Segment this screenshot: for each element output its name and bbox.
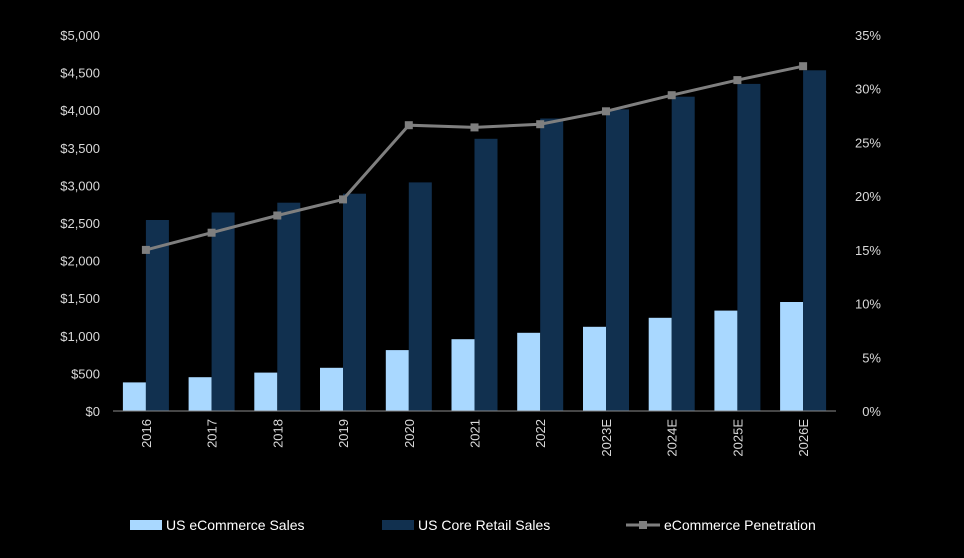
left-axis-ticks: $0 $500 $1,000 $1,500 $2,000 $2,500 $3,000 $3,5… xyxy=(60,28,100,419)
bar-us-ecommerce-sales-2022 xyxy=(517,332,541,411)
bar-us-core-retail-sales-2022 xyxy=(540,118,564,411)
marker-ecommerce-penetration-2016 xyxy=(141,245,150,254)
legend-item-core-retail-sales: US Core Retail Sales xyxy=(382,517,550,533)
left-tick-label: $2,500 xyxy=(60,216,100,231)
legend-label-ecommerce-sales: US eCommerce Sales xyxy=(166,517,305,533)
right-tick-label: 5% xyxy=(862,350,881,365)
legend-label-ecommerce-penetration: eCommerce Penetration xyxy=(664,517,816,533)
x-tick-label: 2026E xyxy=(796,419,811,457)
marker-ecommerce-penetration-2025e xyxy=(733,76,742,85)
marker-ecommerce-penetration-2023e xyxy=(602,107,610,116)
bar-us-core-retail-sales-2025e xyxy=(737,83,761,412)
marker-ecommerce-penetration-2017 xyxy=(207,228,216,237)
bar-us-ecommerce-sales-2019 xyxy=(320,367,343,411)
left-tick-label: $3,000 xyxy=(60,178,100,193)
legend-item-ecommerce-penetration: eCommerce Penetration xyxy=(626,517,816,533)
bar-us-ecommerce-sales-2017 xyxy=(188,377,212,411)
legend-label-core-retail-sales: US Core Retail Sales xyxy=(418,517,550,533)
bar-us-core-retail-sales-2024e xyxy=(671,96,695,411)
x-tick-label: 2024E xyxy=(665,419,680,457)
marker-ecommerce-penetration-2026e xyxy=(799,62,808,71)
bar-us-core-retail-sales-2021 xyxy=(474,138,498,412)
bar-us-ecommerce-sales-2023e xyxy=(583,326,606,411)
bar-us-ecommerce-sales-2018 xyxy=(254,372,278,411)
x-tick-label: 2019 xyxy=(336,419,351,448)
right-tick-label: 30% xyxy=(855,82,881,97)
right-tick-label: 15% xyxy=(855,243,881,258)
marker-ecommerce-penetration-2024e xyxy=(667,91,676,100)
bar-us-core-retail-sales-2026e xyxy=(803,70,827,412)
right-tick-label: 25% xyxy=(855,135,881,150)
left-tick-label: $5,000 xyxy=(60,28,100,43)
bar-us-ecommerce-sales-2016 xyxy=(122,382,146,411)
x-tick-label: 2017 xyxy=(205,419,220,448)
legend-swatch-core-retail-sales xyxy=(382,520,414,530)
marker-ecommerce-penetration-2018 xyxy=(273,211,282,220)
right-tick-label: 35% xyxy=(855,28,881,43)
marker-ecommerce-penetration-2021 xyxy=(470,123,479,132)
bar-us-core-retail-sales-2016 xyxy=(145,220,169,411)
x-tick-label: 2022 xyxy=(533,419,548,448)
right-tick-label: 20% xyxy=(855,189,881,204)
left-tick-label: $2,000 xyxy=(60,254,100,269)
legend-item-ecommerce-sales: US eCommerce Sales xyxy=(130,517,305,533)
left-tick-label: $3,500 xyxy=(60,141,100,156)
legend-swatch-ecommerce-sales xyxy=(130,520,162,530)
x-tick-label: 2016 xyxy=(139,419,154,448)
left-tick-label: $4,000 xyxy=(60,103,100,118)
line-ecommerce-penetration xyxy=(145,64,804,252)
marker-ecommerce-penetration-2022 xyxy=(536,120,545,129)
bar-us-core-retail-sales-2019 xyxy=(343,193,366,411)
bar-us-core-retail-sales-2023e xyxy=(606,109,629,412)
bar-us-core-retail-sales-2018 xyxy=(277,202,301,411)
penetration-line-layer xyxy=(141,62,808,254)
right-axis-ticks: 0% 5% 10% 15% 20% 25% 30% 35% xyxy=(855,28,881,419)
x-tick-label: 2021 xyxy=(468,419,483,448)
bar-us-ecommerce-sales-2024e xyxy=(648,317,672,411)
legend: US eCommerce Sales US Core Retail Sales … xyxy=(130,517,816,533)
bars-layer xyxy=(122,70,827,412)
marker-ecommerce-penetration-2020 xyxy=(404,121,413,130)
left-tick-label: $1,500 xyxy=(60,291,100,306)
x-tick-label: 2020 xyxy=(402,419,417,448)
bar-us-core-retail-sales-2020 xyxy=(408,182,432,411)
bar-us-ecommerce-sales-2020 xyxy=(385,350,409,411)
bar-us-ecommerce-sales-2021 xyxy=(451,339,475,411)
x-tick-label: 2023E xyxy=(599,419,614,457)
left-tick-label: $0 xyxy=(86,404,100,419)
bar-us-ecommerce-sales-2026e xyxy=(780,302,804,411)
bar-us-ecommerce-sales-2025e xyxy=(714,310,738,411)
left-tick-label: $500 xyxy=(71,366,100,381)
left-tick-label: $1,000 xyxy=(60,329,100,344)
x-axis-ticks: 2016 2017 2018 2019 2020 2021 2022 2023E 2024E 20… xyxy=(139,419,811,457)
marker-ecommerce-penetration-2019 xyxy=(339,195,347,204)
right-tick-label: 0% xyxy=(862,404,881,419)
left-tick-label: $4,500 xyxy=(60,66,100,81)
x-tick-label: 2018 xyxy=(270,419,285,448)
x-tick-label: 2025E xyxy=(730,419,745,457)
legend-marker-ecommerce-penetration xyxy=(639,521,647,529)
right-tick-label: 10% xyxy=(855,297,881,312)
bar-us-core-retail-sales-2017 xyxy=(211,212,235,411)
